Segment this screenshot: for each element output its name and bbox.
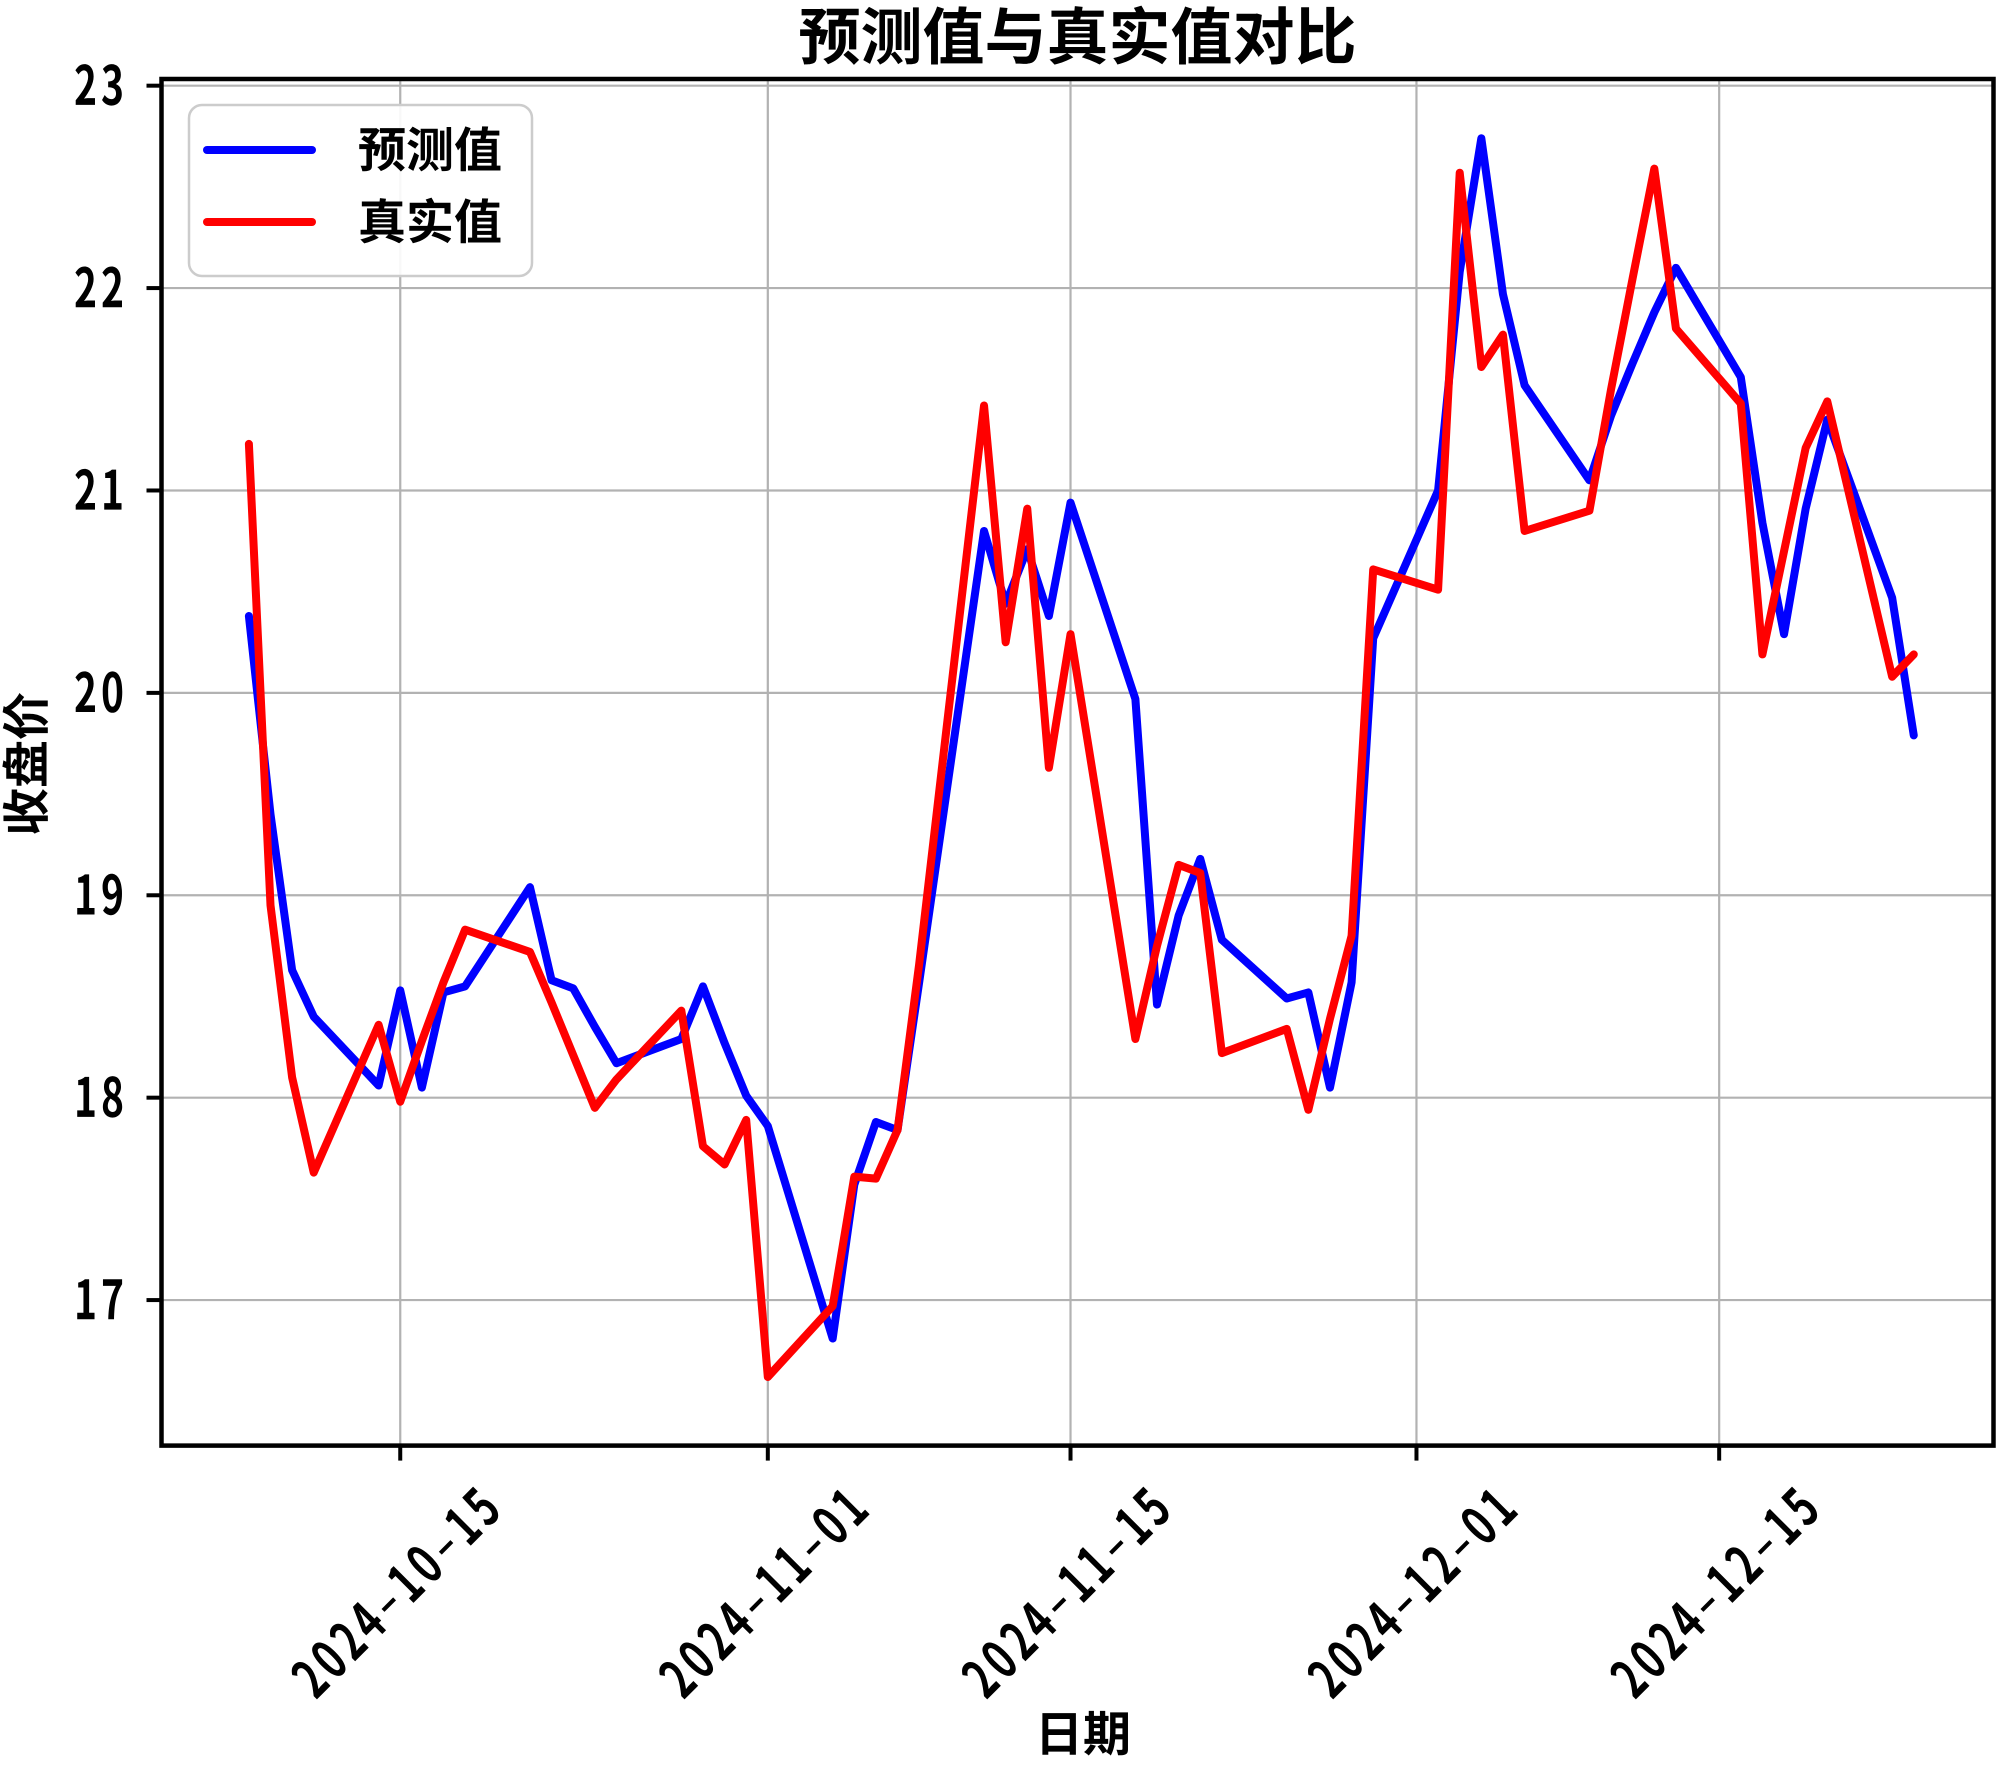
y-tick-label bbox=[75, 671, 123, 713]
x-tick-label bbox=[1610, 1486, 1818, 1700]
chart-title bbox=[800, 5, 1354, 65]
x-tick-label bbox=[291, 1486, 499, 1700]
legend-item-predicted bbox=[203, 126, 501, 172]
x-tick-labels bbox=[291, 1486, 1818, 1700]
y-tick-label bbox=[77, 1279, 123, 1320]
x-tick-label bbox=[962, 1486, 1169, 1700]
x-tick-label bbox=[659, 1489, 870, 1700]
x-axis-label bbox=[1042, 1710, 1128, 1756]
legend-item-actual bbox=[203, 197, 501, 244]
y-tick-labels bbox=[75, 64, 123, 1320]
series-group bbox=[244, 134, 1918, 1381]
legend-item-actual-label bbox=[360, 197, 501, 244]
legend-item-predicted-label bbox=[359, 126, 501, 172]
y-tick-label bbox=[75, 266, 122, 308]
series-predicted-line bbox=[244, 134, 1918, 1343]
y-tick-label bbox=[75, 468, 122, 510]
y-tick-label bbox=[75, 64, 122, 106]
y-tick-label bbox=[77, 873, 122, 916]
x-tick-label bbox=[1308, 1489, 1519, 1700]
plot-border bbox=[159, 76, 1996, 1448]
y-tick-label bbox=[77, 1076, 123, 1118]
grid bbox=[161, 79, 1994, 1446]
series-actual-line bbox=[244, 164, 1918, 1381]
y-axis-label bbox=[2, 692, 49, 834]
tick-marks bbox=[146, 83, 1722, 1461]
legend bbox=[187, 103, 534, 278]
axes bbox=[146, 76, 1996, 1461]
